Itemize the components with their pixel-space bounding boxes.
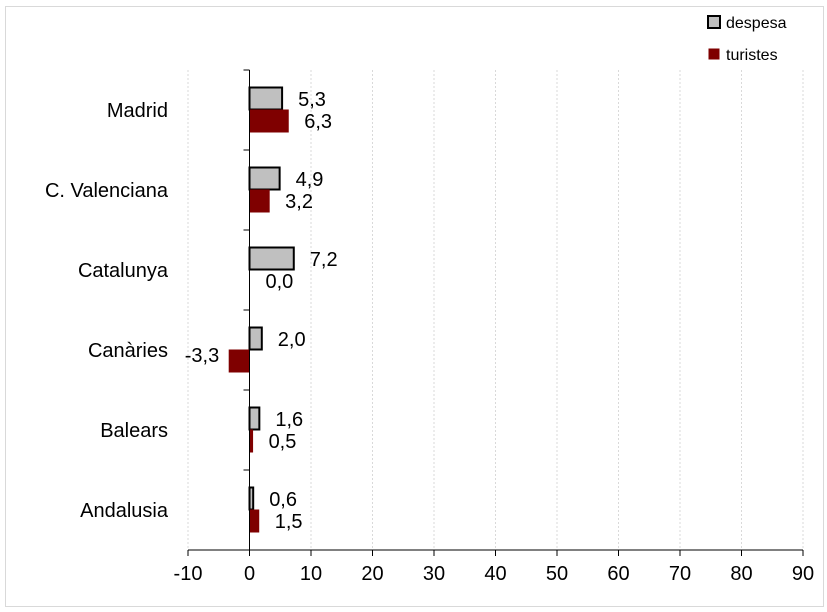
data-label-turistes: 6,3: [304, 111, 332, 133]
data-label-despesa: 4,9: [296, 169, 324, 191]
bar-despesa: [248, 246, 295, 271]
data-label-turistes: 0,0: [266, 271, 294, 293]
category-label: Madrid: [107, 100, 168, 122]
legend-label-turistes: turistes: [726, 47, 778, 64]
x-tick-label: 20: [361, 563, 383, 585]
bar-despesa: [248, 406, 261, 431]
x-tick-label: 30: [423, 563, 445, 585]
data-label-turistes: 3,2: [285, 191, 313, 213]
bar-despesa: [248, 166, 281, 191]
bar-despesa: [248, 486, 255, 511]
bar-despesa: [248, 86, 284, 111]
data-label-turistes: -3,3: [185, 345, 219, 367]
x-tick-label: 70: [669, 563, 691, 585]
gridlines: [187, 70, 804, 550]
bar-turistes: [249, 509, 260, 533]
category-label: C. Valenciana: [45, 180, 169, 202]
category-label: Andalusia: [80, 500, 169, 522]
data-label-turistes: 1,5: [275, 511, 303, 533]
category-label: Balears: [100, 420, 168, 442]
data-label-despesa: 2,0: [278, 329, 306, 351]
data-label-despesa: 0,6: [269, 489, 297, 511]
x-tick-label: 90: [792, 563, 814, 585]
x-tick-label: 80: [730, 563, 752, 585]
data-label-despesa: 7,2: [310, 249, 338, 271]
x-tick-label: -10: [174, 563, 203, 585]
category-label: Canàries: [88, 340, 168, 362]
bar-turistes: [249, 189, 270, 213]
axes: -10 0 10 20 30 40 50 60 70 80 90: [174, 69, 814, 585]
category-label: Catalunya: [78, 260, 169, 282]
x-tick-label: 40: [484, 563, 506, 585]
legend: despesa turistes: [707, 15, 787, 64]
data-labels: Madrid 5,36,3 C. Valenciana 4,93,2 Catalunya…: [45, 89, 338, 533]
bar-turistes: [249, 109, 289, 133]
chart-frame: [5, 6, 824, 607]
x-tick-label: 10: [300, 563, 322, 585]
x-tick-label: 60: [607, 563, 629, 585]
bar-turistes: [228, 349, 251, 373]
bars: [228, 86, 295, 533]
x-tick-label: 0: [244, 563, 255, 585]
data-label-despesa: 1,6: [275, 409, 303, 431]
data-label-despesa: 5,3: [298, 89, 326, 111]
bar-despesa: [248, 326, 263, 351]
x-tick-label: 50: [546, 563, 568, 585]
legend-swatch-despesa: [707, 15, 721, 29]
legend-label-despesa: despesa: [726, 15, 787, 32]
data-label-turistes: 0,5: [269, 431, 297, 453]
legend-swatch-turistes: [708, 48, 720, 60]
